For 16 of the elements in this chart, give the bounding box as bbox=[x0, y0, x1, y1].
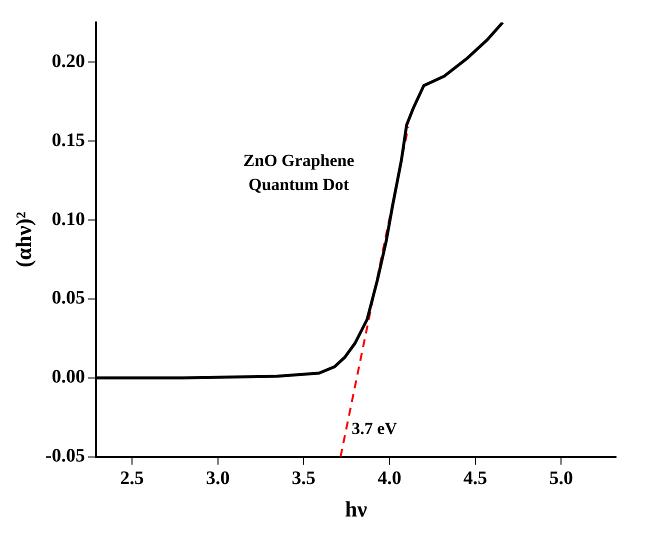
y-tick-label: 0.20 bbox=[52, 50, 85, 72]
x-tick-label: 5.0 bbox=[549, 468, 573, 490]
annotation: ZnO Graphene Quantum Dot bbox=[243, 150, 355, 194]
x-tick-label: 3.5 bbox=[292, 468, 316, 490]
annotation: 3.7 eV bbox=[352, 419, 398, 438]
y-tick-label: 0.15 bbox=[52, 130, 85, 151]
x-tick-label: 3.0 bbox=[206, 468, 230, 490]
x-tick-label: 2.5 bbox=[120, 468, 144, 490]
y-tick-label: -0.05 bbox=[45, 446, 85, 467]
y-tick-label: 0.10 bbox=[52, 208, 85, 230]
x-axis-title: hν bbox=[344, 496, 368, 522]
x-tick-label: 4.0 bbox=[378, 468, 402, 490]
y-axis-title: (αhν)² bbox=[10, 211, 36, 268]
x-tick-label: 4.5 bbox=[463, 468, 488, 490]
y-tick-label: 0.05 bbox=[52, 288, 85, 309]
y-tick-label: 0.00 bbox=[52, 366, 85, 388]
